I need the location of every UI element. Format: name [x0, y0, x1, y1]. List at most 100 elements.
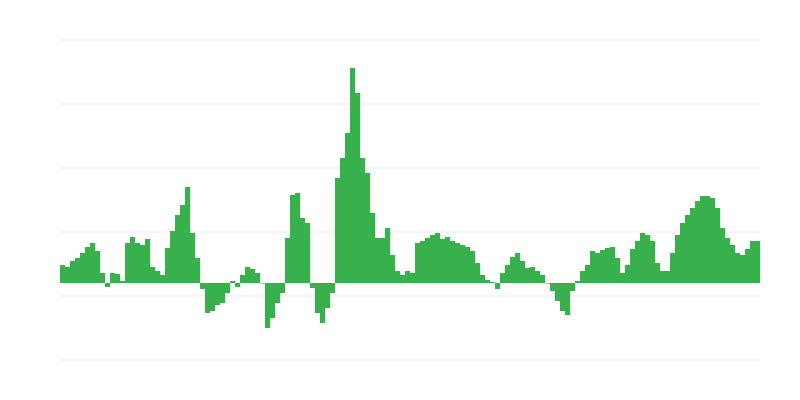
bar: [260, 283, 266, 284]
bar: [355, 93, 361, 283]
bar: [725, 238, 731, 283]
bar: [170, 231, 176, 283]
bar: [310, 283, 316, 288]
bar: [475, 263, 481, 283]
bar: [295, 193, 301, 283]
bar: [185, 187, 191, 283]
bar: [595, 253, 601, 283]
bar: [365, 173, 371, 283]
bar: [740, 255, 746, 283]
bar: [240, 275, 246, 283]
bar: [180, 205, 186, 283]
bar: [120, 281, 126, 283]
bar: [165, 248, 171, 283]
bar: [630, 249, 636, 283]
bar: [115, 274, 121, 283]
bar: [130, 237, 136, 283]
bar: [335, 178, 341, 283]
bars: [60, 68, 761, 328]
bar: [455, 243, 461, 283]
bar: [325, 283, 331, 308]
bar: [710, 198, 716, 283]
bar: [350, 68, 356, 283]
bar: [535, 271, 541, 283]
bar: [300, 218, 306, 283]
bar: [695, 201, 701, 283]
bar: [135, 243, 141, 283]
bar: [625, 265, 631, 283]
bar: [705, 196, 711, 283]
bar: [95, 251, 101, 283]
bar: [405, 271, 411, 283]
bar: [270, 283, 276, 318]
bar: [720, 228, 726, 283]
bar: [555, 283, 561, 301]
bar: [255, 273, 261, 283]
bar: [580, 271, 586, 283]
bar: [495, 283, 501, 289]
bar: [750, 241, 756, 283]
bar: [390, 255, 396, 283]
bar: [465, 247, 471, 283]
bar: [730, 245, 736, 283]
bar: [370, 213, 376, 283]
bar: [380, 238, 386, 283]
bar: [100, 273, 106, 283]
bar: [80, 253, 86, 283]
bar: [565, 283, 571, 315]
bar: [590, 251, 596, 283]
bar: [445, 237, 451, 283]
bar: [460, 245, 466, 283]
bar: [675, 235, 681, 283]
bar: [245, 267, 251, 283]
bar: [195, 258, 201, 283]
bar: [360, 158, 366, 283]
bar: [235, 283, 241, 287]
bar: [110, 273, 116, 283]
bar: [330, 283, 336, 293]
bar: [250, 269, 256, 283]
bar: [525, 268, 531, 283]
bar: [635, 241, 641, 283]
bar: [225, 283, 231, 293]
bar: [230, 281, 236, 283]
bar: [205, 283, 211, 313]
bar: [375, 238, 381, 283]
bar: [340, 158, 346, 283]
bar: [645, 235, 651, 283]
bar: [700, 196, 706, 283]
bar: [545, 283, 551, 284]
bar: [140, 245, 146, 283]
bar: [75, 258, 81, 283]
bar: [200, 283, 206, 289]
bar: [440, 239, 446, 283]
bar: [285, 238, 291, 283]
bar: [215, 283, 221, 305]
bar: [520, 261, 526, 283]
bar: [175, 215, 181, 283]
bar: [480, 275, 486, 283]
bar: [450, 241, 456, 283]
bar: [430, 235, 436, 283]
bar: [220, 283, 226, 303]
bar: [150, 267, 156, 283]
bar: [60, 265, 66, 283]
bar: [210, 283, 216, 311]
bar: [425, 238, 431, 283]
bar: [485, 280, 491, 283]
bar: [70, 261, 76, 283]
bar: [105, 283, 111, 287]
bar: [605, 248, 611, 283]
bar: [395, 271, 401, 283]
bar: [575, 281, 581, 283]
bar: [65, 267, 71, 283]
bar: [435, 233, 441, 283]
bar: [735, 253, 741, 283]
bar: [550, 283, 556, 291]
bar: [320, 283, 326, 323]
bar: [690, 208, 696, 283]
bar: [610, 247, 616, 283]
bar: [275, 283, 281, 303]
bar: [660, 271, 666, 283]
